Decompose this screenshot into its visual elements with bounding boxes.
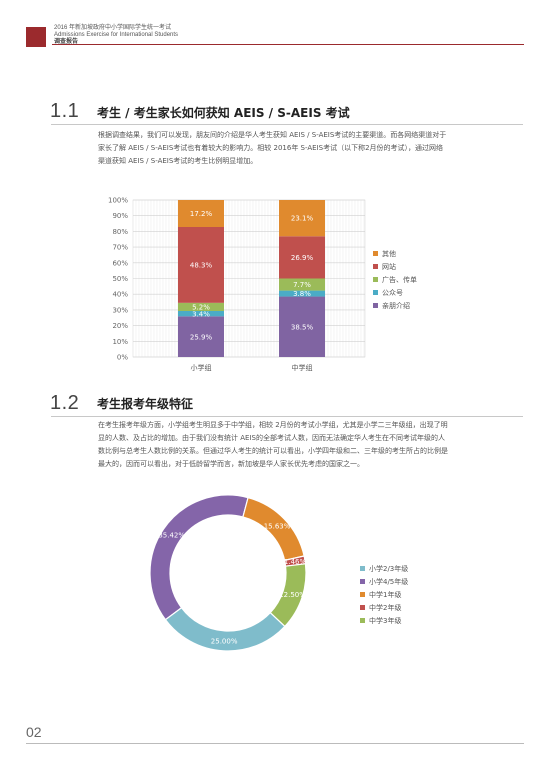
bar-segment (178, 200, 224, 228)
bar-segment (178, 316, 224, 357)
footer-rule (26, 743, 524, 744)
y-tick-label: 80% (112, 228, 128, 236)
donut-chart: 35.42% 15.63% 1.46% 12.50% 25.00% 小学2/3年级小学4… (150, 495, 408, 652)
legend-swatch (360, 605, 365, 610)
legend-swatch (373, 290, 378, 295)
legend-label: 公众号 (382, 289, 403, 297)
y-tick-label: 0% (117, 354, 128, 362)
bar-data-label: 7.7% (293, 281, 311, 289)
donut-data-label: 35.42% (158, 532, 185, 540)
y-tick-label: 50% (112, 275, 128, 283)
x-category-label: 中学组 (292, 363, 313, 372)
bar-data-label: 5.2% (192, 304, 210, 312)
header-accent-block (26, 27, 46, 47)
bar-segment (178, 227, 224, 303)
bar-segment (279, 296, 325, 357)
y-tick-label: 70% (112, 244, 128, 252)
stacked-bar-chart: 0% 10% 20% 30% 40% 50% 60% 70% 80% 90% 100% 25.9% 3… (108, 197, 417, 373)
bar-data-label: 3.4% (192, 310, 210, 318)
y-tick-label: 30% (112, 306, 128, 314)
y-tick-label: 60% (112, 259, 128, 267)
legend-swatch (373, 303, 378, 308)
legend-label: 小学2/3年级 (369, 564, 408, 573)
legend-swatch (373, 264, 378, 269)
header-title-en: Admissions Exercise for International St… (54, 32, 179, 38)
bar-segment (279, 278, 325, 291)
bar-segment (178, 310, 224, 317)
bar-data-label: 26.9% (291, 254, 314, 262)
y-tick-label: 90% (112, 212, 128, 220)
bar-segment (279, 290, 325, 297)
bar-segment (279, 200, 325, 237)
legend-swatch (360, 579, 365, 584)
donut-data-label: 1.46% (284, 558, 307, 566)
donut-slice (164, 606, 286, 652)
bar-data-label: 48.3% (190, 262, 213, 270)
y-tick-label: 40% (112, 291, 128, 299)
section-title-2: 考生报考年级特征 (97, 397, 194, 411)
legend-swatch (360, 618, 365, 623)
bar-data-label: 25.9% (190, 333, 213, 341)
section-paragraph-1: 根据调查结果，我们可以发现，朋友间的介绍是华人考生获知 AEIS / S-AEI… (98, 131, 447, 165)
bar-segment (279, 236, 325, 279)
legend-label: 网站 (382, 262, 396, 271)
legend-swatch (360, 592, 365, 597)
legend-label: 中学1年级 (369, 590, 401, 599)
y-tick-label: 20% (112, 322, 128, 330)
legend-label: 中学3年级 (369, 616, 401, 625)
bar-data-label: 3.8% (293, 290, 311, 298)
bar-data-label: 38.5% (291, 323, 314, 331)
legend-swatch (373, 277, 378, 282)
y-tick-label: 10% (112, 338, 128, 346)
section-number-2: 1.2 (50, 392, 80, 414)
bar-segment (178, 302, 224, 311)
section-number-1: 1.1 (50, 100, 80, 122)
header-rule (52, 44, 524, 45)
bar-data-label: 17.2% (190, 210, 213, 218)
legend-swatch (373, 251, 378, 256)
legend-label: 中学2年级 (369, 603, 401, 612)
header-text: 2016 年新加坡政府中小学国际学生统一考试 Admissions Exerci… (54, 25, 178, 46)
page-number: 02 (26, 724, 42, 740)
donut-data-label: 12.50% (279, 591, 306, 599)
y-tick-label: 100% (108, 197, 128, 205)
section-rule-2 (51, 416, 523, 417)
section-title-1: 考生 / 考生家长如何获知 AEIS / S-AEIS 考试 (97, 106, 350, 120)
legend-label: 亲朋介绍 (382, 301, 410, 310)
legend-label: 广告、传单 (382, 275, 417, 284)
legend-label: 其他 (382, 249, 396, 258)
legend-swatch (360, 566, 365, 571)
donut-slice (150, 495, 249, 621)
x-category-label: 小学组 (191, 363, 212, 372)
donut-data-label: 15.63% (264, 523, 291, 531)
section-paragraph-2: 在考生报考年级方面，小学组考生明显多于中学组，相较 2月份的考试小学组，尤其是小… (98, 421, 448, 468)
bar-data-label: 23.1% (291, 215, 314, 223)
header-subtitle: 调查报告 (54, 39, 79, 45)
header-title-cn: 2016 年新加坡政府中小学国际学生统一考试 (54, 25, 172, 31)
donut-data-label: 25.00% (211, 637, 238, 645)
legend-label: 小学4/5年级 (369, 577, 408, 586)
section-rule-1 (51, 124, 523, 125)
